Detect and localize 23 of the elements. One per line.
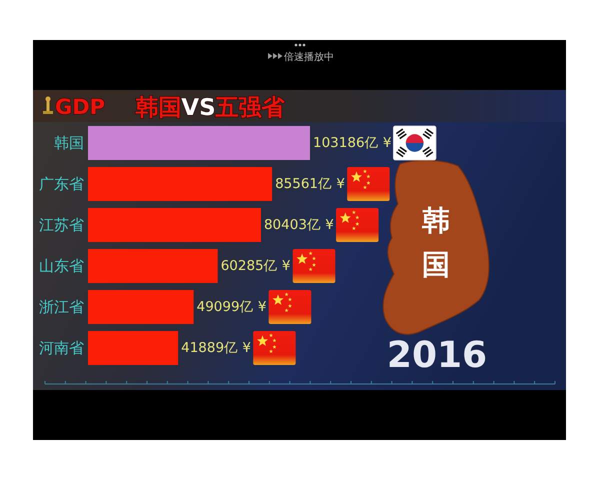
bar	[88, 126, 310, 160]
y-tick-label: 山东省	[39, 257, 84, 275]
bar	[88, 166, 272, 202]
y-tick-label: 韩国	[54, 134, 84, 152]
text: 韩国	[421, 204, 450, 281]
text: 倍速播放中	[284, 51, 334, 63]
y-tick-label: 广东省	[39, 174, 84, 193]
bar	[88, 208, 261, 242]
chart-subtitle: GDP	[55, 95, 106, 119]
chart-title: 韩国VS五强省	[134, 95, 286, 121]
bar	[88, 290, 194, 324]
data-label: 49099亿 ¥	[196, 299, 267, 316]
text: 2016	[386, 335, 488, 376]
bar	[88, 330, 178, 366]
data-label: 41889亿 ¥	[181, 340, 252, 356]
data-label: 80403亿 ¥	[264, 217, 334, 233]
y-tick-label: 江苏省	[39, 216, 84, 234]
data-label: 60285亿 ¥	[220, 258, 291, 274]
y-tick-label: 河南省	[39, 339, 84, 358]
data-label: 103186亿 ¥	[313, 134, 392, 151]
y-tick-label: 浙江省	[39, 298, 84, 316]
bar	[88, 248, 218, 284]
data-label: 85561亿 ¥	[275, 176, 346, 192]
